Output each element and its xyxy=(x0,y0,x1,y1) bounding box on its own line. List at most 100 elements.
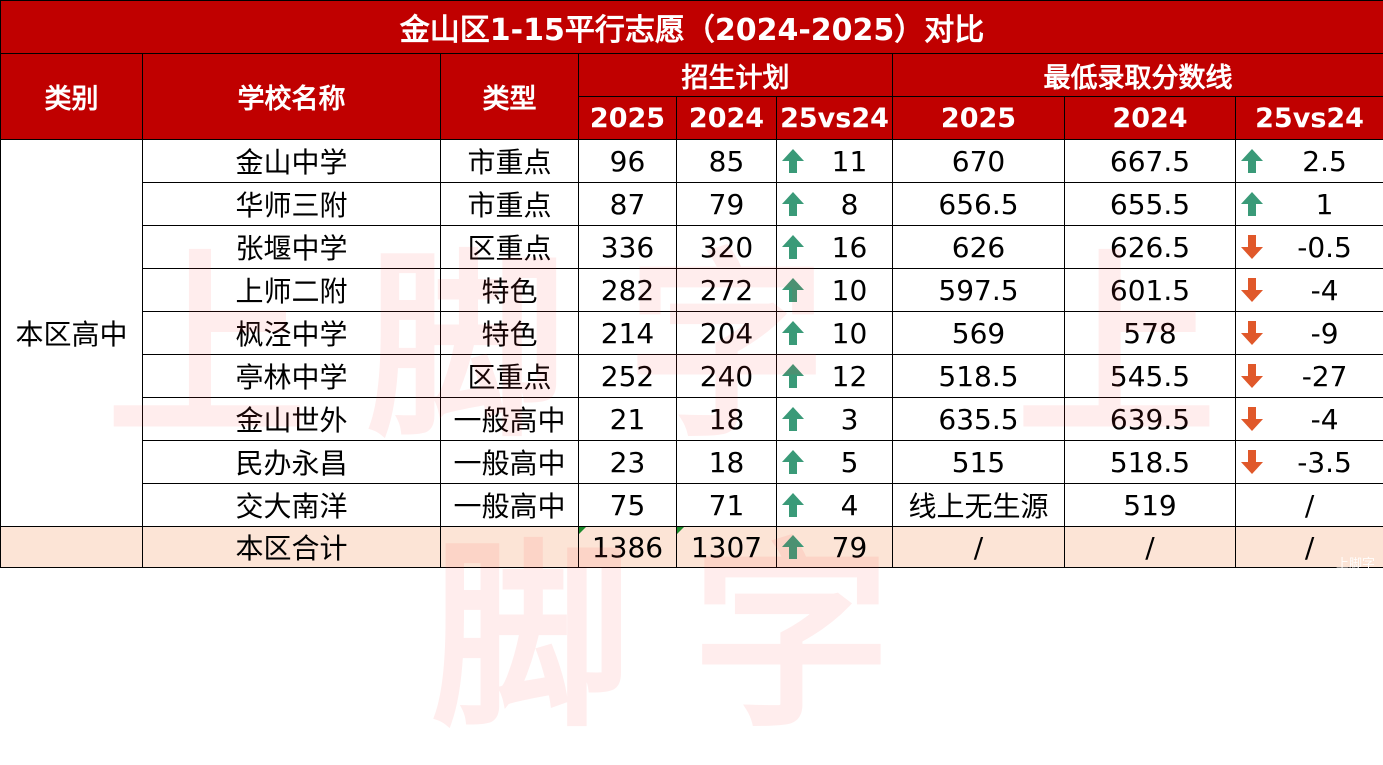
school-type: 一般高中 xyxy=(441,441,579,484)
enroll-2024: 71 xyxy=(677,484,777,527)
enroll-diff: 10 xyxy=(777,312,893,355)
arrow-up-icon xyxy=(1240,148,1264,174)
enroll-diff: 8 xyxy=(777,183,893,226)
score-2025: 597.5 xyxy=(893,269,1065,312)
score-diff-value: 2.5 xyxy=(1272,145,1347,178)
enroll-diff: 3 xyxy=(777,398,893,441)
enroll-2025: 21 xyxy=(579,398,677,441)
total-enroll-2024: 1307 xyxy=(677,527,777,568)
arrow-up-icon xyxy=(781,363,805,389)
enroll-diff: 16 xyxy=(777,226,893,269)
score-2025: 626 xyxy=(893,226,1065,269)
score-2024: 545.5 xyxy=(1065,355,1236,398)
arrow-up-icon xyxy=(781,406,805,432)
enroll-2025: 252 xyxy=(579,355,677,398)
enroll-2024: 320 xyxy=(677,226,777,269)
score-diff: / xyxy=(1236,484,1383,527)
school-name: 张堰中学 xyxy=(143,226,441,269)
enroll-2024: 240 xyxy=(677,355,777,398)
header-category: 类别 xyxy=(1,54,143,140)
score-2025: 569 xyxy=(893,312,1065,355)
enroll-2024: 272 xyxy=(677,269,777,312)
total-enroll-diff-value: 79 xyxy=(802,531,868,564)
enroll-2024: 85 xyxy=(677,140,777,183)
score-2024: 601.5 xyxy=(1065,269,1236,312)
score-diff: -4 xyxy=(1236,398,1383,441)
enroll-diff: 12 xyxy=(777,355,893,398)
table-title: 金山区1-15平行志愿（2024-2025）对比 xyxy=(1,1,1383,54)
header-score-2025: 2025 xyxy=(893,97,1065,140)
total-row: 本区合计 1386 1307 79 / / / xyxy=(1,527,1383,568)
score-diff-value: -4 xyxy=(1281,403,1339,436)
school-type: 市重点 xyxy=(441,183,579,226)
enroll-diff-value: 16 xyxy=(802,231,868,264)
enroll-diff-value: 10 xyxy=(802,274,868,307)
enroll-2024: 18 xyxy=(677,398,777,441)
score-diff-value: -27 xyxy=(1272,360,1348,393)
score-2024: 626.5 xyxy=(1065,226,1236,269)
arrow-down-icon xyxy=(1240,277,1264,303)
arrow-up-icon xyxy=(781,148,805,174)
arrow-up-icon xyxy=(781,534,805,560)
score-diff-value: -3.5 xyxy=(1267,446,1352,479)
total-type xyxy=(441,527,579,568)
total-label: 本区合计 xyxy=(143,527,441,568)
school-name: 民办永昌 xyxy=(143,441,441,484)
arrow-up-icon xyxy=(781,234,805,260)
enroll-diff: 10 xyxy=(777,269,893,312)
header-score-2024: 2024 xyxy=(1065,97,1236,140)
arrow-down-icon xyxy=(1240,320,1264,346)
cell-flag-icon xyxy=(579,527,586,534)
header-enroll-2025: 2025 xyxy=(579,97,677,140)
school-type: 区重点 xyxy=(441,355,579,398)
enroll-2025: 23 xyxy=(579,441,677,484)
score-2024: 655.5 xyxy=(1065,183,1236,226)
arrow-up-icon xyxy=(781,449,805,475)
header-min-score: 最低录取分数线 xyxy=(893,54,1383,97)
arrow-down-icon xyxy=(1240,449,1264,475)
enroll-2025: 214 xyxy=(579,312,677,355)
score-2024: 639.5 xyxy=(1065,398,1236,441)
school-name: 金山中学 xyxy=(143,140,441,183)
score-diff: -4 xyxy=(1236,269,1383,312)
total-enroll-2025: 1386 xyxy=(579,527,677,568)
enroll-2024: 79 xyxy=(677,183,777,226)
enroll-diff-value: 11 xyxy=(802,145,868,178)
enroll-diff: 5 xyxy=(777,441,893,484)
score-diff: 1 xyxy=(1236,183,1383,226)
total-enroll-2024-value: 1307 xyxy=(691,531,762,564)
header-score-vs: 25vs24 xyxy=(1236,97,1383,140)
score-2025: 670 xyxy=(893,140,1065,183)
enroll-2025: 96 xyxy=(579,140,677,183)
school-name: 亭林中学 xyxy=(143,355,441,398)
score-diff: 2.5 xyxy=(1236,140,1383,183)
enroll-diff-value: 3 xyxy=(811,403,859,436)
school-type: 区重点 xyxy=(441,226,579,269)
total-enroll-2025-value: 1386 xyxy=(592,531,663,564)
enroll-diff-value: 5 xyxy=(811,446,859,479)
total-category xyxy=(1,527,143,568)
header-enroll-2024: 2024 xyxy=(677,97,777,140)
enroll-diff-value: 10 xyxy=(802,317,868,350)
score-diff: -27 xyxy=(1236,355,1383,398)
score-2024: 519 xyxy=(1065,484,1236,527)
arrow-up-icon xyxy=(781,320,805,346)
score-diff: -0.5 xyxy=(1236,226,1383,269)
cell-flag-icon xyxy=(677,527,684,534)
header-enroll-vs: 25vs24 xyxy=(777,97,893,140)
arrow-up-icon xyxy=(1240,191,1264,217)
score-diff-value: -4 xyxy=(1281,274,1339,307)
enroll-diff-value: 4 xyxy=(811,489,859,522)
enroll-2025: 282 xyxy=(579,269,677,312)
arrow-down-icon xyxy=(1240,406,1264,432)
score-2024: 518.5 xyxy=(1065,441,1236,484)
score-diff-value: -9 xyxy=(1281,317,1339,350)
enroll-2024: 204 xyxy=(677,312,777,355)
